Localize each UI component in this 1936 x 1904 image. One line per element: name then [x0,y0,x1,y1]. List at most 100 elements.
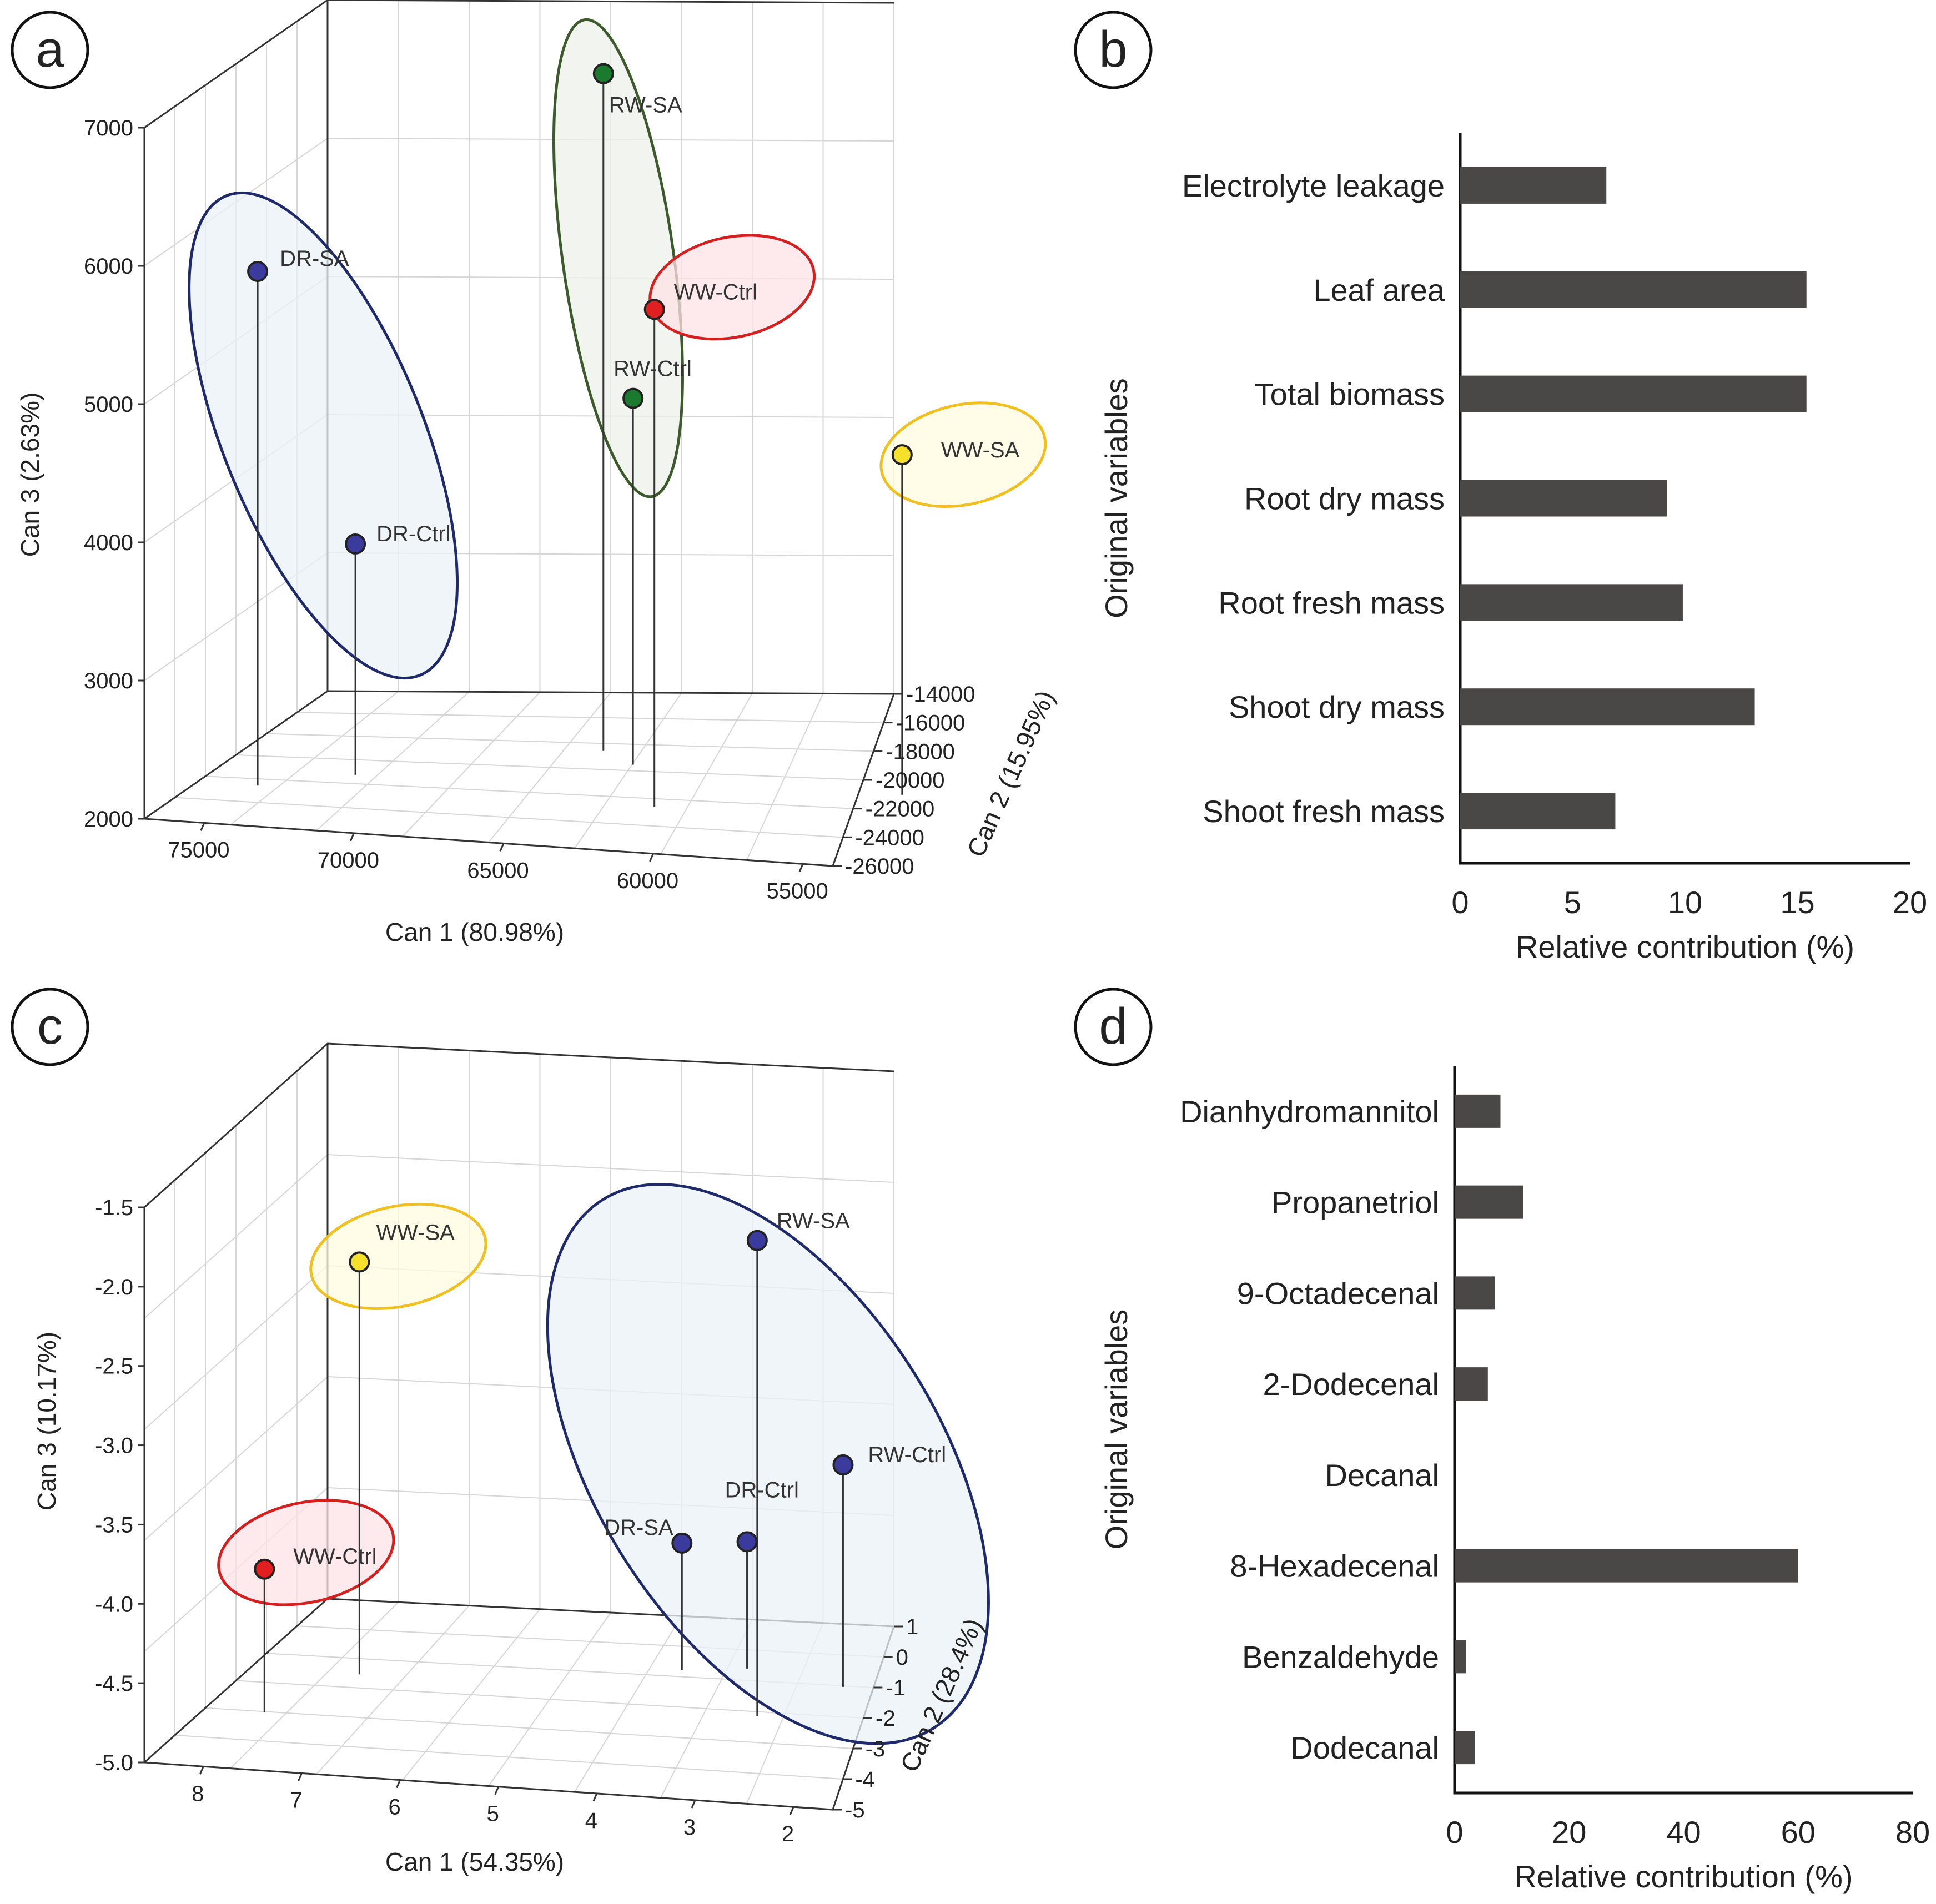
data-point-ww-ctrl [643,299,665,320]
x-tick-label: 0 [1446,1815,1463,1850]
bar [1460,793,1616,830]
category-label: Benzaldehyde [1242,1639,1439,1674]
point-label: DR-Ctrl [725,1478,799,1502]
z-axis-title: Can 2 (15.95%) [961,686,1060,861]
x-tick-label: 70000 [318,848,379,873]
x-tick-label: 55000 [766,879,828,903]
bar [1455,1094,1501,1128]
x-tick-label: 80 [1895,1815,1930,1850]
y-tick-label: 6000 [84,254,133,279]
category-label: Root dry mass [1244,481,1445,516]
z-tick-label: -5 [845,1798,865,1822]
x-tick-label: 10 [1668,885,1702,920]
x-axis-title: Can 1 (54.35%) [385,1847,564,1876]
x-tick-label: 20 [1893,885,1927,920]
point-label: WW-Ctrl [674,280,757,304]
category-label: Dodecanal [1290,1730,1439,1765]
axis-frame-top [144,1042,894,1208]
category-label: Total biomass [1255,377,1445,412]
bar [1455,1276,1495,1310]
data-point-dr-ctrl [736,1531,758,1553]
panel-letter: a [36,21,64,78]
point-label: RW-SA [777,1209,850,1233]
bar-axes [1453,1066,1913,1795]
y-tick-label: -3.0 [95,1434,133,1458]
panel-letter: b [1099,21,1127,78]
panel-letter: c [37,998,63,1055]
y-tick-label: -2.0 [95,1275,133,1299]
x-tick-label: 2 [782,1822,794,1846]
bar [1455,1640,1466,1674]
x-tick-label: 8 [192,1781,204,1806]
z-tick-label: -18000 [886,739,955,764]
y-axis-title: Original variables [1099,1309,1134,1550]
y-axis-title: Can 3 (2.63%) [16,392,44,557]
y-tick-label: -3.5 [95,1513,133,1537]
bar [1460,584,1683,621]
data-point-rw-ctrl [832,1454,854,1475]
z-tick-label: -16000 [896,711,966,736]
x-tick-label: 6 [388,1795,400,1820]
data-point-dr-sa [247,261,269,283]
group-ellipse [546,1183,990,1745]
x-axis-title: Relative contribution (%) [1514,1859,1853,1894]
point-label: RW-Ctrl [614,357,692,381]
panel-b-barchart: Electrolyte leakage Leaf area Total biomas… [1099,133,1927,964]
x-tick-label: 0 [1451,885,1469,920]
category-label: 8-Hexadecenal [1230,1549,1439,1584]
panel-a-scatter3d: DR-SA DR-Ctrl RW-SA RW-Ctrl WW-Ctrl WW-SA 2000… [16,0,1060,946]
group-ellipse [879,401,1047,508]
z-tick-label: 1 [906,1615,918,1639]
data-point-dr-sa [671,1532,693,1554]
x-axis-title: Relative contribution (%) [1516,929,1854,964]
y-axis-title: Original variables [1099,378,1134,618]
z-tick-label: -22000 [866,797,935,822]
x-tick-label: 15 [1780,885,1814,920]
data-point-ww-sa [891,444,913,466]
y-tick-label: -4.0 [95,1592,133,1616]
point-label: RW-Ctrl [868,1443,946,1467]
x-tick-label: 4 [585,1809,597,1833]
group-ellipse [188,191,459,680]
y-tick-label: 7000 [84,116,133,140]
data-point-ww-sa [349,1251,370,1273]
category-label: Shoot fresh mass [1203,794,1445,829]
y-tick-label: 2000 [84,807,133,832]
z-tick-label: -3 [866,1737,886,1761]
point-label: WW-SA [376,1220,455,1245]
x-tick-label: 60000 [617,869,678,893]
point-label: WW-SA [941,438,1020,462]
category-label: Propanetriol [1271,1185,1439,1220]
bar [1460,480,1667,517]
x-axis-title: Can 1 (80.98%) [385,918,564,946]
panel-d-barchart: Dianhydromannitol Propanetriol 9-Octadecen… [1099,1066,1930,1894]
category-label: Electrolyte leakage [1182,168,1445,203]
point-label: DR-SA [280,246,349,271]
data-point-rw-ctrl [622,387,644,409]
panel-letter-circle [1074,11,1153,89]
z-tick-label: -20000 [876,768,945,793]
z-tick-label: -2 [876,1706,896,1731]
category-label: Shoot dry mass [1229,689,1445,724]
x-tick-label: 40 [1666,1815,1701,1850]
axis-frame-top [144,0,894,129]
x-tick-label: 60 [1781,1815,1816,1850]
group-ellipse [309,1202,487,1311]
y-tick-label: 3000 [84,669,133,693]
category-label: Root fresh mass [1218,585,1445,620]
category-label: Decanal [1325,1458,1439,1493]
panel-letter-circle [11,11,89,89]
category-label: Dianhydromannitol [1180,1094,1439,1129]
bar [1455,1731,1475,1765]
x-tick-label: 7 [290,1788,302,1812]
y-tick-label: -2.5 [95,1354,133,1379]
panel-letter: d [1099,998,1127,1055]
panel-letter-circle [1074,988,1153,1066]
bar [1455,1185,1523,1219]
y-axis-title: Can 3 (10.17%) [32,1332,61,1510]
x-tick-label: 65000 [467,858,529,883]
z-tick-label: -24000 [855,825,924,850]
data-point-dr-ctrl [345,533,366,555]
group-ellipse [552,18,684,498]
